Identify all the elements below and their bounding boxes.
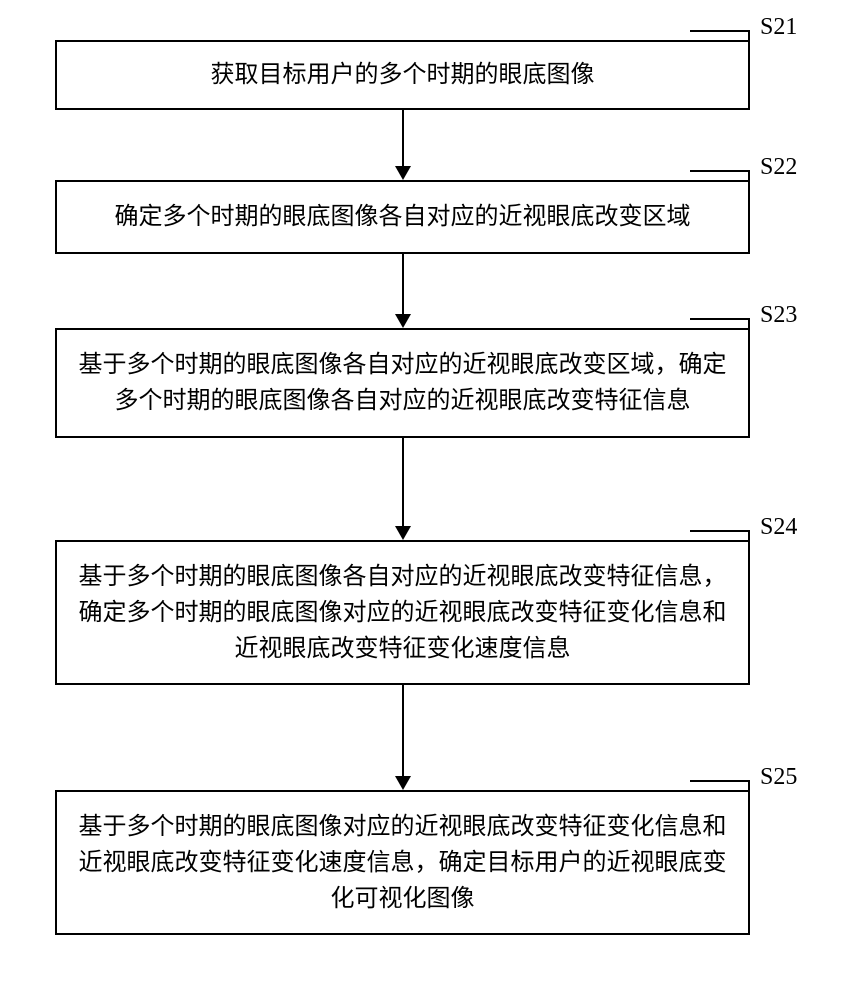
arrow-4 <box>402 685 404 788</box>
step-box-s25: 基于多个时期的眼底图像对应的近视眼底改变特征变化信息和近视眼底改变特征变化速度信… <box>55 790 750 935</box>
arrow-2 <box>402 254 404 326</box>
step-label-s25: S25 <box>760 764 797 791</box>
step-box-s21: 获取目标用户的多个时期的眼底图像 <box>55 40 750 110</box>
arrow-3 <box>402 438 404 538</box>
arrow-1 <box>402 110 404 178</box>
step-text-s23: 基于多个时期的眼底图像各自对应的近视眼底改变区域，确定多个时期的眼底图像各自对应… <box>77 347 728 419</box>
step-text-s25: 基于多个时期的眼底图像对应的近视眼底改变特征变化信息和近视眼底改变特征变化速度信… <box>77 809 728 917</box>
step-text-s21: 获取目标用户的多个时期的眼底图像 <box>211 57 595 93</box>
step-box-s22: 确定多个时期的眼底图像各自对应的近视眼底改变区域 <box>55 180 750 254</box>
step-text-s24: 基于多个时期的眼底图像各自对应的近视眼底改变特征信息，确定多个时期的眼底图像对应… <box>77 559 728 667</box>
step-label-s23: S23 <box>760 302 797 329</box>
step-label-s22: S22 <box>760 154 797 181</box>
step-text-s22: 确定多个时期的眼底图像各自对应的近视眼底改变区域 <box>115 199 691 235</box>
step-box-s24: 基于多个时期的眼底图像各自对应的近视眼底改变特征信息，确定多个时期的眼底图像对应… <box>55 540 750 685</box>
flowchart-container: S21 获取目标用户的多个时期的眼底图像 S22 确定多个时期的眼底图像各自对应… <box>0 0 845 1000</box>
step-box-s23: 基于多个时期的眼底图像各自对应的近视眼底改变区域，确定多个时期的眼底图像各自对应… <box>55 328 750 438</box>
step-label-s21: S21 <box>760 14 797 41</box>
step-label-s24: S24 <box>760 514 797 541</box>
